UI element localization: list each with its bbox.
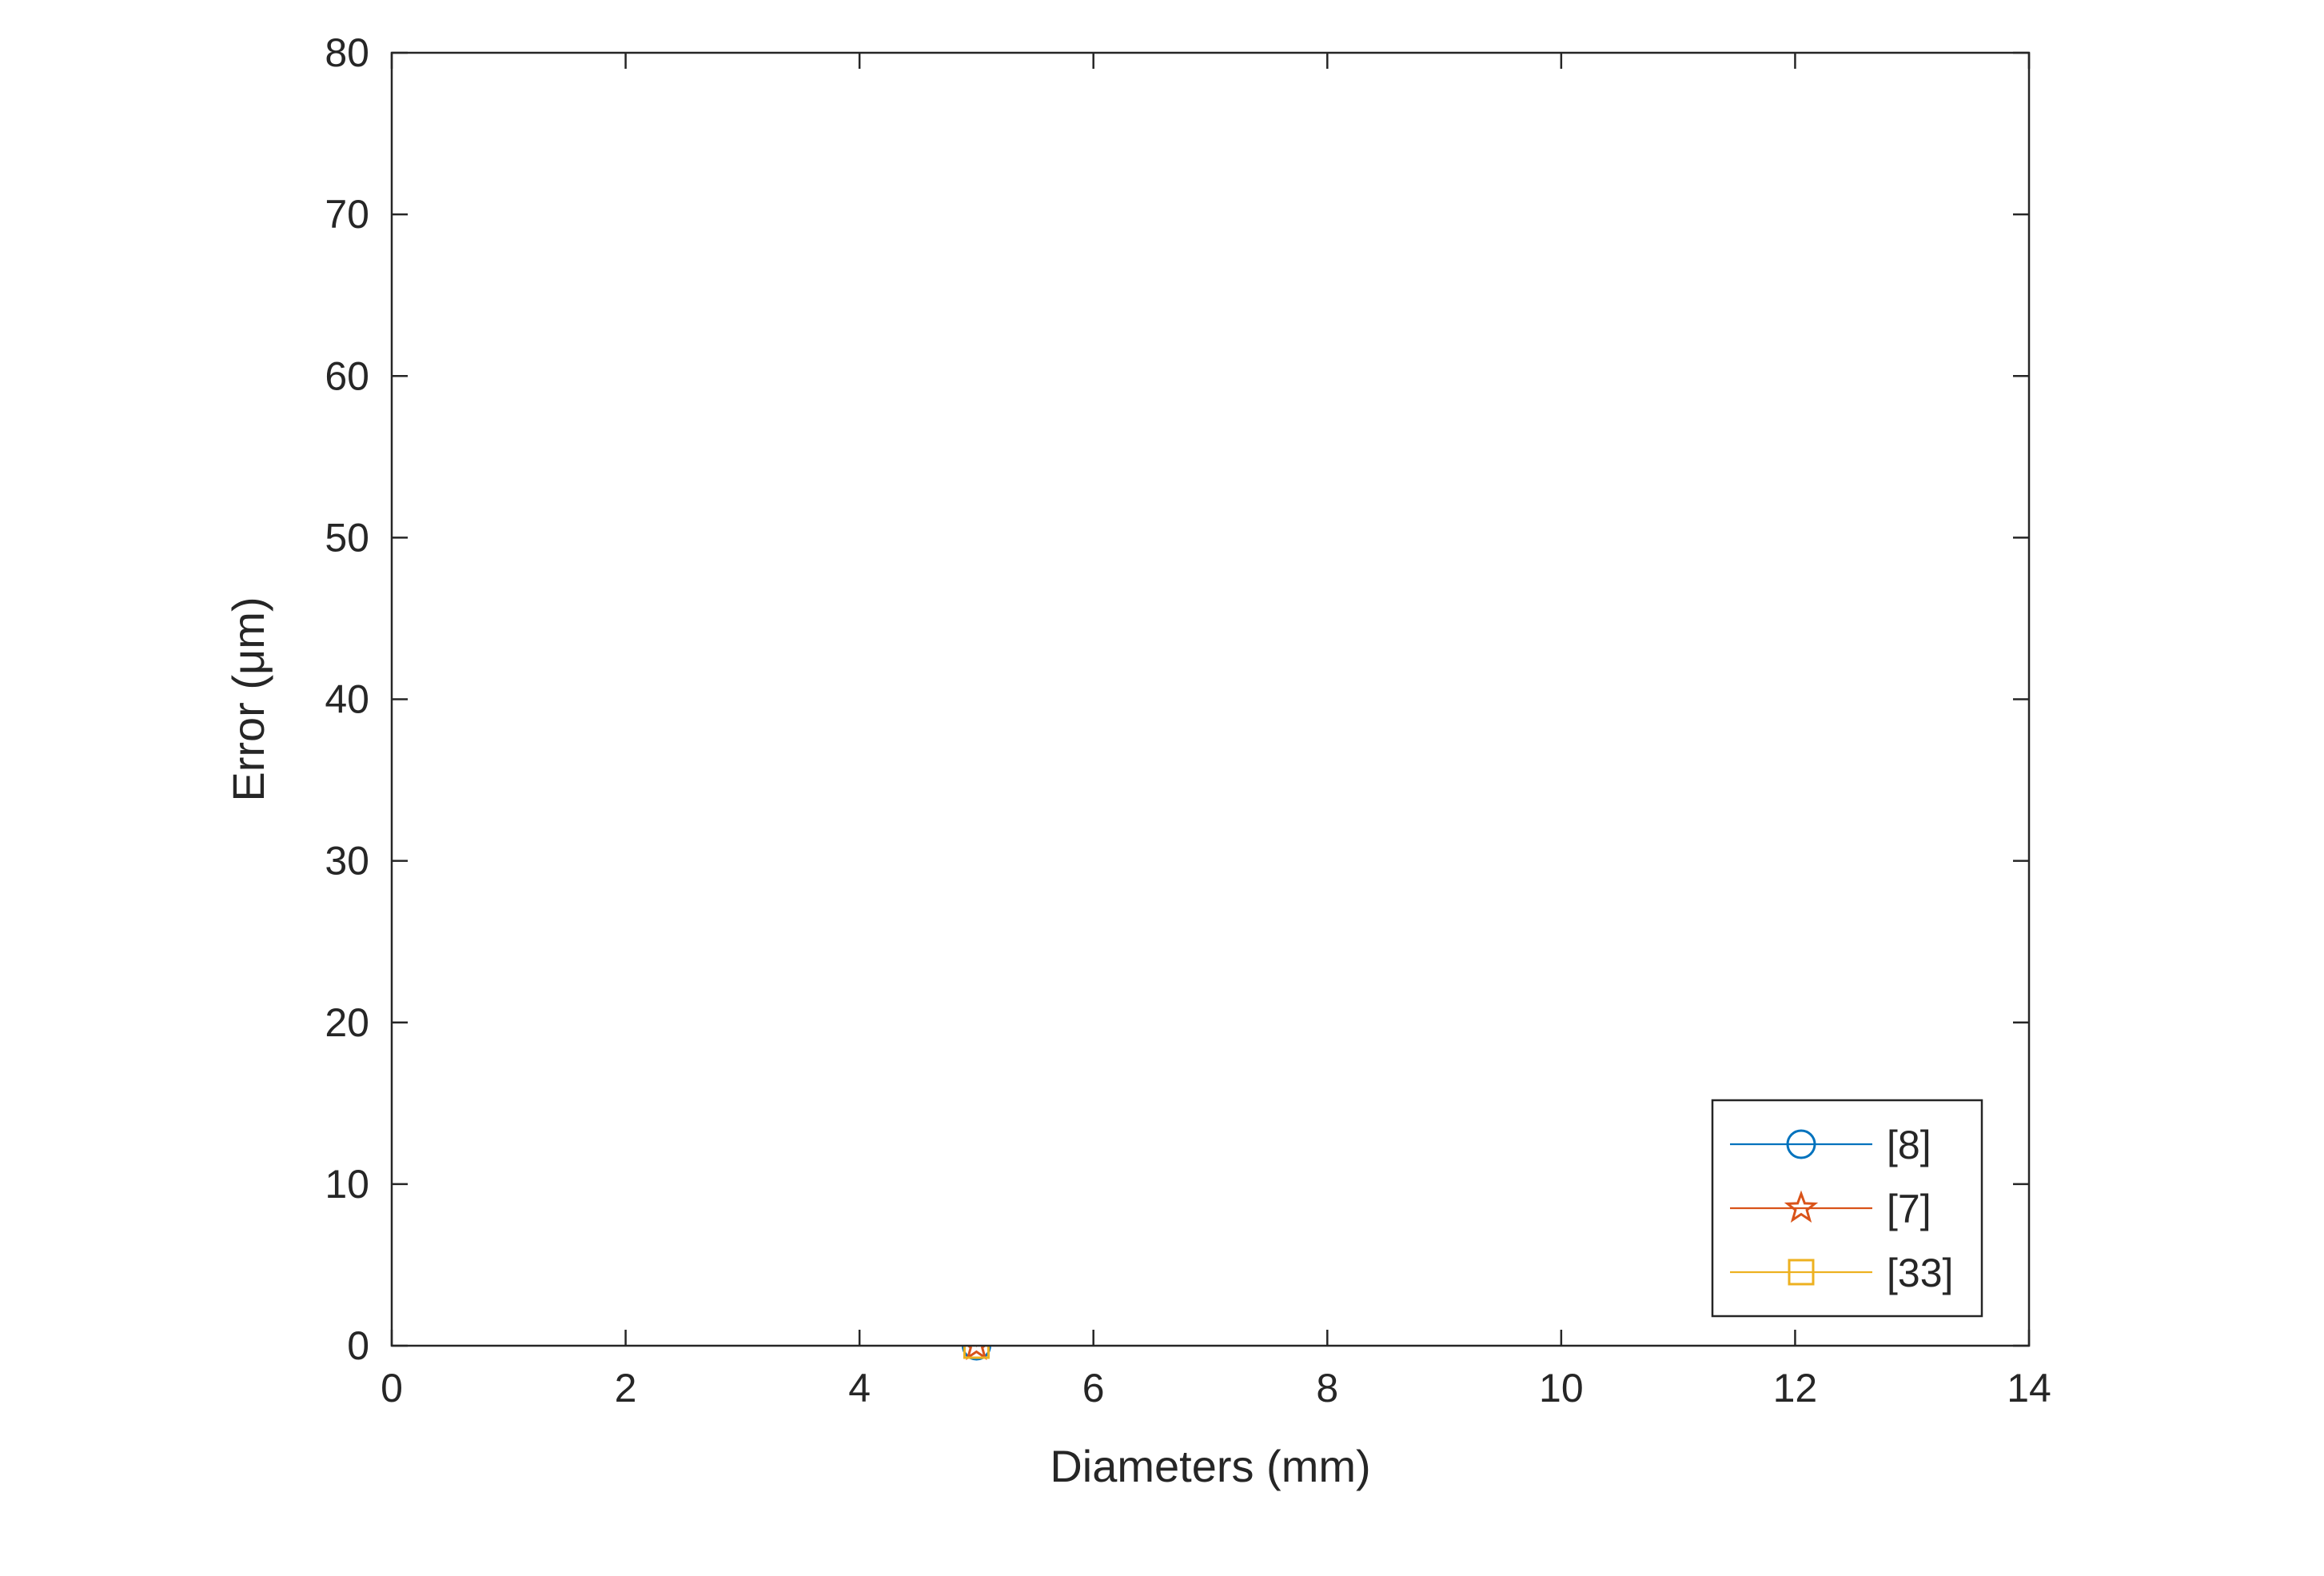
x-tick-label: 2	[615, 1366, 637, 1410]
x-tick-label: 4	[848, 1366, 871, 1410]
legend-label: [7]	[1887, 1187, 1931, 1231]
x-tick-label: 8	[1316, 1366, 1338, 1410]
legend-label: [8]	[1887, 1123, 1931, 1167]
y-tick-label: 10	[325, 1162, 369, 1207]
x-tick-label: 6	[1082, 1366, 1105, 1410]
legend-label: [33]	[1887, 1251, 1953, 1295]
y-tick-label: 70	[325, 192, 369, 237]
y-tick-label: 20	[325, 1000, 369, 1045]
y-tick-label: 30	[325, 839, 369, 884]
legend-marker	[1786, 1129, 1816, 1159]
y-tick-label: 60	[325, 353, 369, 398]
legend-marker	[1784, 1190, 1819, 1223]
y-tick-label: 0	[347, 1323, 369, 1368]
y-tick-label: 50	[325, 515, 369, 560]
x-tick-label: 10	[1539, 1366, 1584, 1410]
legend-item: [8]	[1730, 1123, 1931, 1167]
legend-marker	[1788, 1259, 1815, 1286]
x-tick-label: 0	[381, 1366, 403, 1410]
y-axis-label: Error (μm)	[223, 596, 273, 801]
y-tick-label: 40	[325, 677, 369, 722]
y-tick-label: 80	[325, 30, 369, 75]
x-tick-label: 12	[1773, 1366, 1818, 1410]
x-axis-label: Diameters (mm)	[1050, 1441, 1370, 1491]
legend: [8] [7] [33]	[1711, 1099, 1983, 1318]
legend-item: [7]	[1730, 1187, 1931, 1231]
x-tick-label: 14	[2007, 1366, 2051, 1410]
legend-item: [33]	[1730, 1251, 1953, 1295]
